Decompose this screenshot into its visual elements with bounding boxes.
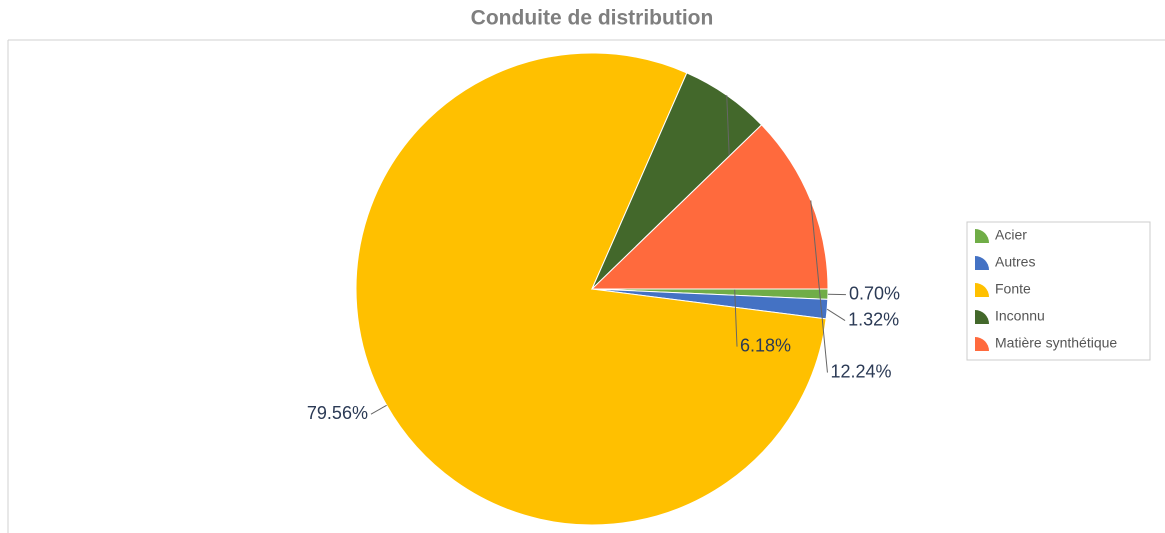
pie-slice: [355, 52, 827, 526]
data-label: 6.18%: [740, 335, 791, 355]
legend-swatch: [975, 256, 989, 270]
legend-label: Fonte: [995, 281, 1031, 297]
leader-line: [826, 308, 846, 322]
chart-title: Conduite de distribution: [471, 7, 714, 30]
legend-swatch: [975, 229, 989, 243]
data-label: 0.70%: [849, 283, 900, 303]
legend-swatch: [975, 310, 989, 324]
legend-swatch: [975, 337, 989, 351]
data-label: 1.32%: [848, 309, 899, 329]
legend-label: Autres: [995, 254, 1035, 270]
legend: [966, 221, 1151, 361]
legend-label: Acier: [995, 227, 1027, 243]
data-label: 12.24%: [830, 361, 891, 381]
leader-line: [370, 404, 387, 415]
legend-label: Inconnu: [995, 308, 1045, 324]
leader-line: [810, 200, 828, 373]
data-label: 79.56%: [307, 403, 368, 423]
legend-swatch: [975, 283, 989, 297]
legend-label: Matière synthétique: [995, 335, 1117, 351]
